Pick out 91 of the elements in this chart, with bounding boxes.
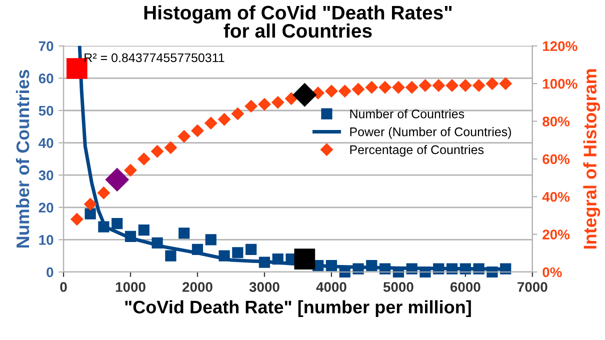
y-tick-label: 20	[38, 202, 54, 213]
point	[246, 244, 257, 255]
legend-label: Number of Countries	[350, 109, 464, 118]
y2-tick-label: 100%	[542, 78, 578, 89]
y-axis-title: Number of Countries	[16, 70, 30, 248]
y2-tick-label: 60%	[542, 154, 570, 164]
y-tick-label: 70	[38, 41, 54, 52]
point	[124, 230, 136, 242]
point	[352, 83, 364, 96]
point	[165, 250, 176, 262]
point	[406, 81, 418, 94]
point	[84, 208, 96, 220]
point	[232, 247, 244, 258]
point	[218, 113, 230, 126]
point	[258, 98, 271, 111]
legend-label: Power (Number of Countries)	[350, 127, 512, 139]
point	[285, 92, 298, 105]
point	[432, 79, 445, 92]
point	[446, 79, 458, 92]
point	[406, 263, 418, 274]
point	[204, 116, 218, 130]
point	[473, 263, 484, 274]
y2-tick-label: 40%	[542, 192, 570, 202]
x-tick-label: 0	[60, 282, 67, 292]
point	[98, 186, 110, 200]
point	[151, 145, 164, 158]
point	[459, 79, 472, 92]
point	[366, 260, 378, 272]
point	[98, 221, 110, 232]
point	[326, 260, 338, 272]
point	[191, 124, 204, 137]
point	[124, 164, 137, 176]
point	[164, 141, 177, 154]
point	[378, 81, 392, 94]
point	[499, 77, 512, 90]
y2-tick-label: 20%	[542, 230, 570, 240]
point	[500, 263, 512, 274]
point	[244, 100, 258, 112]
y-tick-label: 0	[46, 267, 54, 278]
point	[152, 237, 163, 248]
point	[272, 254, 284, 265]
point	[231, 108, 244, 120]
point	[392, 81, 405, 94]
point	[192, 244, 204, 255]
point	[70, 213, 84, 226]
point	[446, 263, 458, 274]
point	[433, 263, 444, 274]
point	[294, 248, 316, 270]
y2-tick-label: 120%	[542, 41, 578, 52]
point	[365, 81, 378, 94]
point	[420, 266, 431, 278]
point	[292, 83, 316, 107]
x-tick-label: 1000	[116, 282, 146, 292]
chart-title: Histogam of CoVid "Death Rates" for all Countries	[144, 5, 452, 38]
point	[272, 96, 284, 109]
legend-label: Percentage of Countries	[350, 144, 484, 157]
point	[205, 234, 216, 246]
annotation: R² = 0.843774557750311	[84, 53, 224, 62]
point	[218, 250, 230, 262]
point	[84, 198, 97, 210]
point	[379, 263, 391, 274]
point	[472, 79, 486, 92]
point	[486, 266, 498, 278]
x-tick-label: 2000	[182, 282, 212, 292]
point	[258, 256, 270, 268]
point	[178, 130, 190, 143]
y-tick-label: 40	[38, 138, 54, 148]
point	[352, 263, 364, 274]
x-tick-label: 3000	[249, 282, 280, 292]
point	[486, 77, 498, 90]
y-tick-label: 30	[38, 170, 54, 180]
point	[419, 79, 432, 92]
point	[178, 228, 190, 239]
y2-tick-label: 0%	[542, 267, 562, 278]
y-tick-label: 50	[38, 106, 54, 116]
x-tick-label: 5000	[383, 282, 414, 292]
point	[138, 224, 150, 236]
x-tick-label: 7000	[518, 282, 548, 292]
point	[105, 168, 129, 192]
point	[112, 218, 123, 230]
point	[460, 263, 471, 274]
y2-axis-title: Integral of Histogram	[583, 69, 600, 249]
x-tick-label: 6000	[450, 282, 480, 292]
y-tick-label: 60	[38, 74, 54, 84]
x-axis-title: "CoVid Death Rate" [number per million]	[125, 300, 471, 318]
point	[338, 84, 352, 98]
point	[138, 152, 150, 166]
y2-tick-label: 80%	[542, 116, 570, 126]
point	[325, 84, 338, 98]
x-tick-label: 4000	[316, 282, 346, 292]
y-tick-label: 10	[39, 235, 54, 245]
